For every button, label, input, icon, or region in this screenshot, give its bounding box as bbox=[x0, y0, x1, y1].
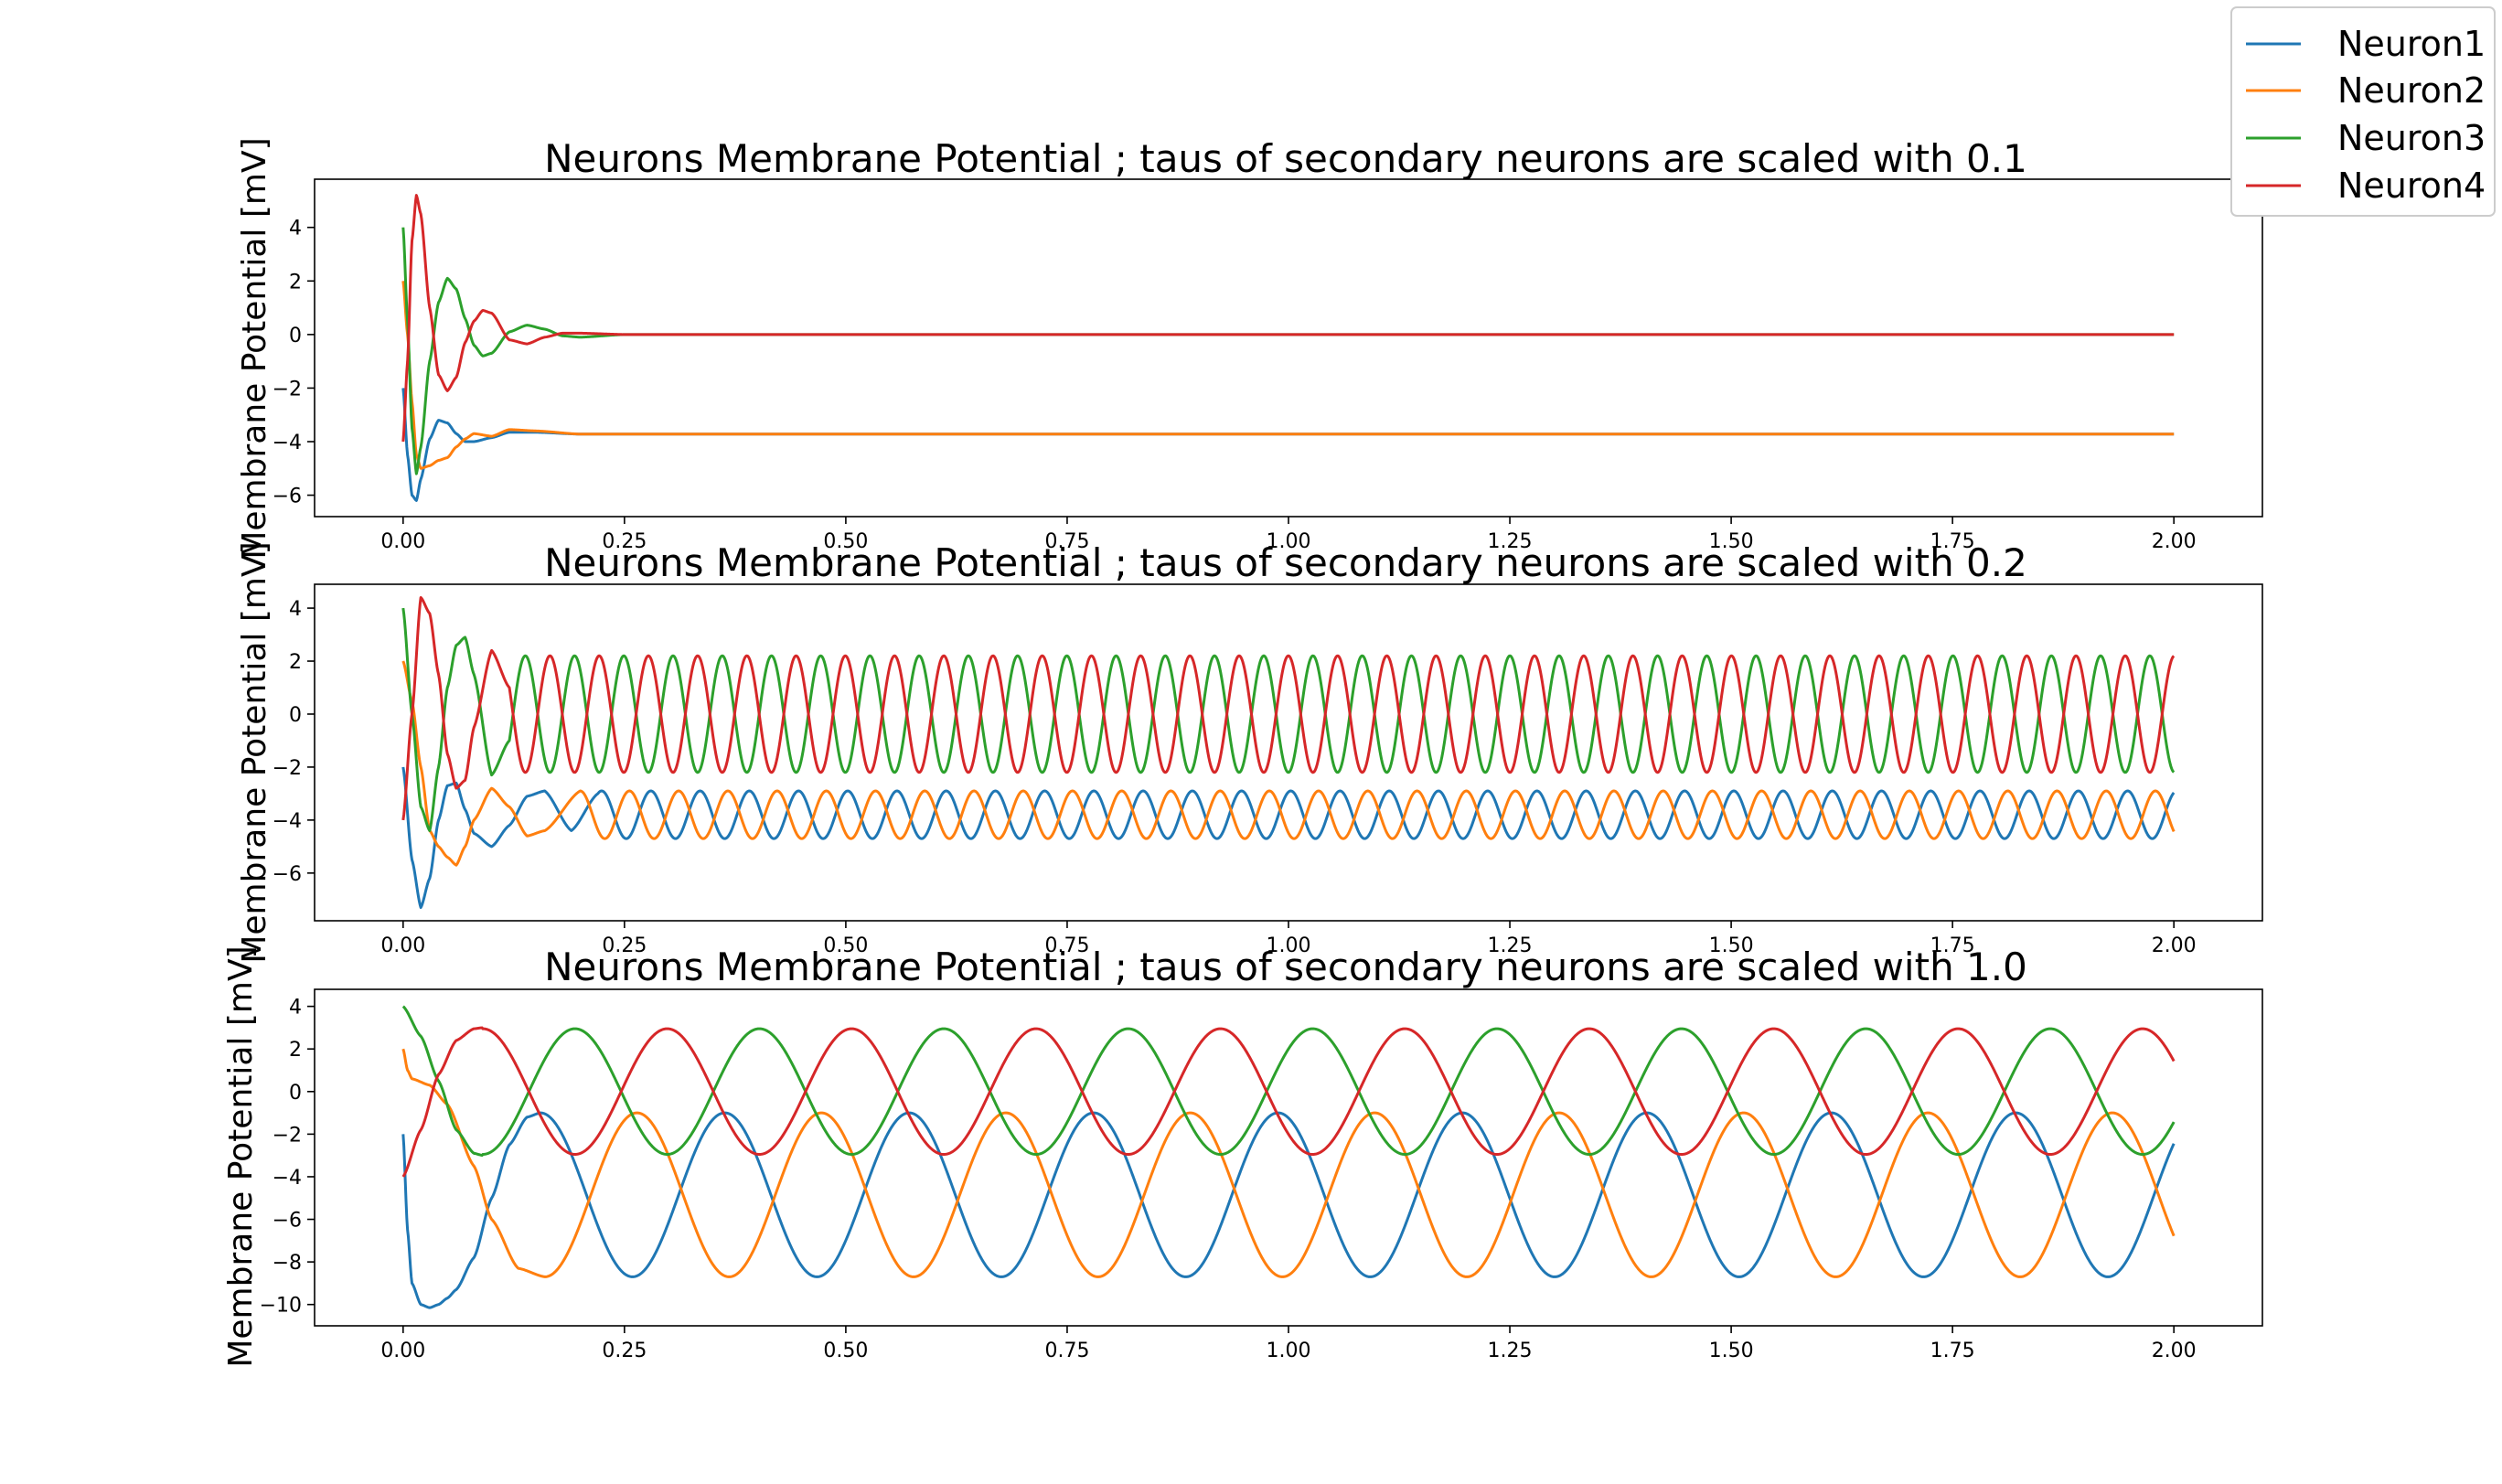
x-tick-label: 1.00 bbox=[1267, 1340, 1311, 1362]
y-tick-label: −4 bbox=[273, 1167, 302, 1190]
y-tick-label: 4 bbox=[289, 598, 302, 621]
x-tick-label: 1.00 bbox=[1267, 934, 1311, 957]
y-tick-label: 4 bbox=[289, 218, 302, 240]
y-tick-label: 2 bbox=[289, 271, 302, 294]
y-tick-label: −8 bbox=[273, 1252, 302, 1275]
x-tick-label: 1.75 bbox=[1930, 1340, 1975, 1362]
x-tick-label: 1.50 bbox=[1709, 934, 1754, 957]
x-tick-label: 0.00 bbox=[380, 530, 425, 553]
y-tick-label: 4 bbox=[289, 997, 302, 1020]
series-line-neuron4 bbox=[401, 194, 2175, 443]
series-line-neuron1 bbox=[401, 1111, 2176, 1309]
y-axis-label: Membrane Potential [mV] bbox=[236, 137, 273, 559]
y-tick-label: −2 bbox=[273, 757, 302, 780]
x-tick-label: 2.00 bbox=[2152, 1340, 2197, 1362]
series-line-neuron2 bbox=[401, 281, 2175, 470]
subplot-tau-0.2: Neurons Membrane Potential ; taus of sec… bbox=[236, 540, 2263, 964]
series-line-neuron1 bbox=[401, 766, 2176, 910]
x-tick-label: 1.25 bbox=[1488, 1340, 1533, 1362]
series-line-neuron4 bbox=[401, 1026, 2176, 1178]
series-line-neuron2 bbox=[401, 1048, 2176, 1278]
y-tick-label: −6 bbox=[273, 486, 302, 508]
x-tick-label: 0.25 bbox=[602, 934, 647, 957]
x-tick-label: 1.50 bbox=[1709, 530, 1754, 553]
x-tick-label: 0.25 bbox=[602, 1340, 647, 1362]
subplot-title: Neurons Membrane Potential ; taus of sec… bbox=[544, 945, 2027, 989]
y-tick-label: −6 bbox=[273, 1210, 302, 1233]
subplot-tau-0.1: Neurons Membrane Potential ; taus of sec… bbox=[236, 136, 2263, 560]
y-tick-label: 0 bbox=[289, 704, 302, 727]
subplot-title: Neurons Membrane Potential ; taus of sec… bbox=[544, 540, 2027, 585]
x-tick-label: 2.00 bbox=[2152, 934, 2197, 957]
x-tick-label: 1.75 bbox=[1930, 934, 1975, 957]
subplot-tau-1.0: Neurons Membrane Potential ; taus of sec… bbox=[222, 945, 2263, 1368]
x-tick-label: 0.00 bbox=[380, 934, 425, 957]
x-tick-label: 1.25 bbox=[1488, 934, 1533, 957]
legend: Neuron1 Neuron2 Neuron3 Neuron4 bbox=[2230, 6, 2496, 217]
x-tick-label: 1.50 bbox=[1709, 1340, 1754, 1362]
x-tick-label: 1.75 bbox=[1930, 530, 1975, 553]
x-tick-label: 0.25 bbox=[602, 530, 647, 553]
x-tick-label: 0.75 bbox=[1044, 934, 1089, 957]
legend-label-neuron2: Neuron2 bbox=[2337, 70, 2486, 111]
plot-lines bbox=[401, 1005, 2176, 1309]
x-tick-label: 0.75 bbox=[1044, 1340, 1089, 1362]
subplot-title: Neurons Membrane Potential ; taus of sec… bbox=[544, 136, 2027, 181]
y-tick-label: 0 bbox=[289, 325, 302, 347]
x-tick-label: 0.50 bbox=[823, 934, 868, 957]
x-tick-label: 0.75 bbox=[1044, 530, 1089, 553]
legend-label-neuron4: Neuron4 bbox=[2337, 165, 2486, 206]
y-tick-label: −4 bbox=[273, 810, 302, 833]
y-tick-label: −10 bbox=[260, 1295, 302, 1318]
y-axis-label: Membrane Potential [mV] bbox=[236, 541, 273, 963]
y-tick-label: −2 bbox=[273, 378, 302, 400]
x-tick-label: 2.00 bbox=[2152, 530, 2197, 553]
legend-label-neuron3: Neuron3 bbox=[2337, 118, 2486, 158]
x-tick-label: 0.50 bbox=[823, 1340, 868, 1362]
x-tick-label: 0.00 bbox=[380, 1340, 425, 1362]
series-line-neuron3 bbox=[401, 1005, 2176, 1158]
y-tick-label: 0 bbox=[289, 1082, 302, 1105]
y-axis-label: Membrane Potential [mV] bbox=[222, 945, 260, 1367]
plot-lines bbox=[401, 595, 2176, 910]
legend-label-neuron1: Neuron1 bbox=[2337, 24, 2486, 64]
plot-lines bbox=[401, 194, 2175, 502]
series-line-neuron3 bbox=[401, 607, 2176, 832]
legend-frame bbox=[2230, 6, 2496, 217]
y-tick-label: −4 bbox=[273, 432, 302, 454]
x-tick-label: 1.00 bbox=[1267, 530, 1311, 553]
series-line-neuron2 bbox=[401, 660, 2176, 867]
y-tick-label: −2 bbox=[273, 1124, 302, 1147]
x-tick-label: 0.50 bbox=[823, 530, 868, 553]
y-tick-label: 2 bbox=[289, 1039, 302, 1062]
series-line-neuron4 bbox=[401, 595, 2176, 821]
y-tick-label: 2 bbox=[289, 651, 302, 674]
x-tick-label: 1.25 bbox=[1488, 530, 1533, 553]
y-tick-label: −6 bbox=[273, 863, 302, 886]
